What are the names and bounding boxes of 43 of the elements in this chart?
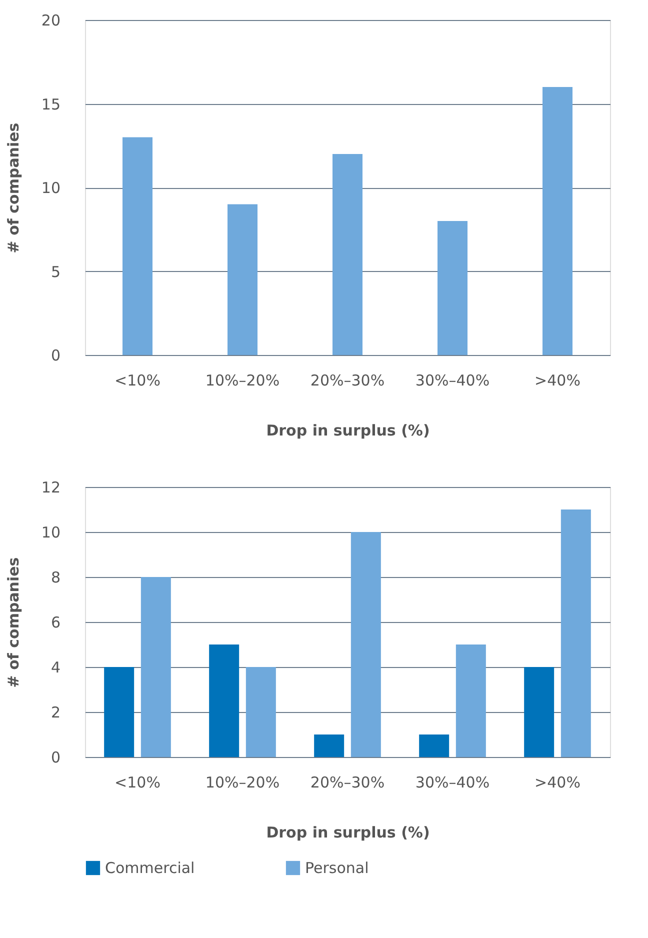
x-tick-label: 20%–30% [310,372,385,390]
y-tick-label: 0 [50,346,60,364]
bar [438,221,468,355]
y-tick-label: 5 [50,262,60,281]
bar [524,667,554,757]
y-tick-label: 20 [41,12,60,30]
x-axis-title: Drop in surplus (%) [266,422,430,440]
y-tick-label: 12 [41,478,60,496]
x-tick-label: >40% [534,372,580,390]
y-axis-title: # of companies [4,122,22,254]
bar [419,734,450,757]
legend-label: Commercial [105,859,195,877]
y-tick-label: 10 [41,179,60,197]
y-tick-label: 0 [50,748,60,766]
x-tick-label: 10%–20% [205,372,280,390]
x-tick-label: 10%–20% [205,774,280,792]
x-tick-label: 30%–40% [415,774,490,792]
x-tick-label: 30%–40% [415,372,490,390]
y-tick-label: 10 [41,524,60,542]
bar [314,734,344,757]
y-tick-label: 8 [50,568,60,586]
bar [350,532,381,757]
bar [140,577,171,757]
bar [104,667,134,757]
bar [122,137,152,355]
y-tick-label: 4 [50,658,60,676]
x-tick-label: 20%–30% [310,774,385,792]
bar [456,644,486,757]
y-axis-title: # of companies [4,557,22,688]
x-axis-title: Drop in surplus (%) [266,824,430,842]
legend-label: Personal [305,859,369,877]
bar [209,644,240,757]
x-tick-label: <10% [114,774,160,792]
y-tick-label: 6 [50,614,60,632]
bar [560,510,591,757]
bar [332,154,362,355]
bar [246,667,276,757]
x-tick-label: >40% [534,774,580,792]
x-tick-label: <10% [114,372,160,390]
bar [542,87,572,355]
bar [228,204,258,355]
y-tick-label: 15 [41,95,60,114]
y-tick-label: 2 [50,704,60,722]
